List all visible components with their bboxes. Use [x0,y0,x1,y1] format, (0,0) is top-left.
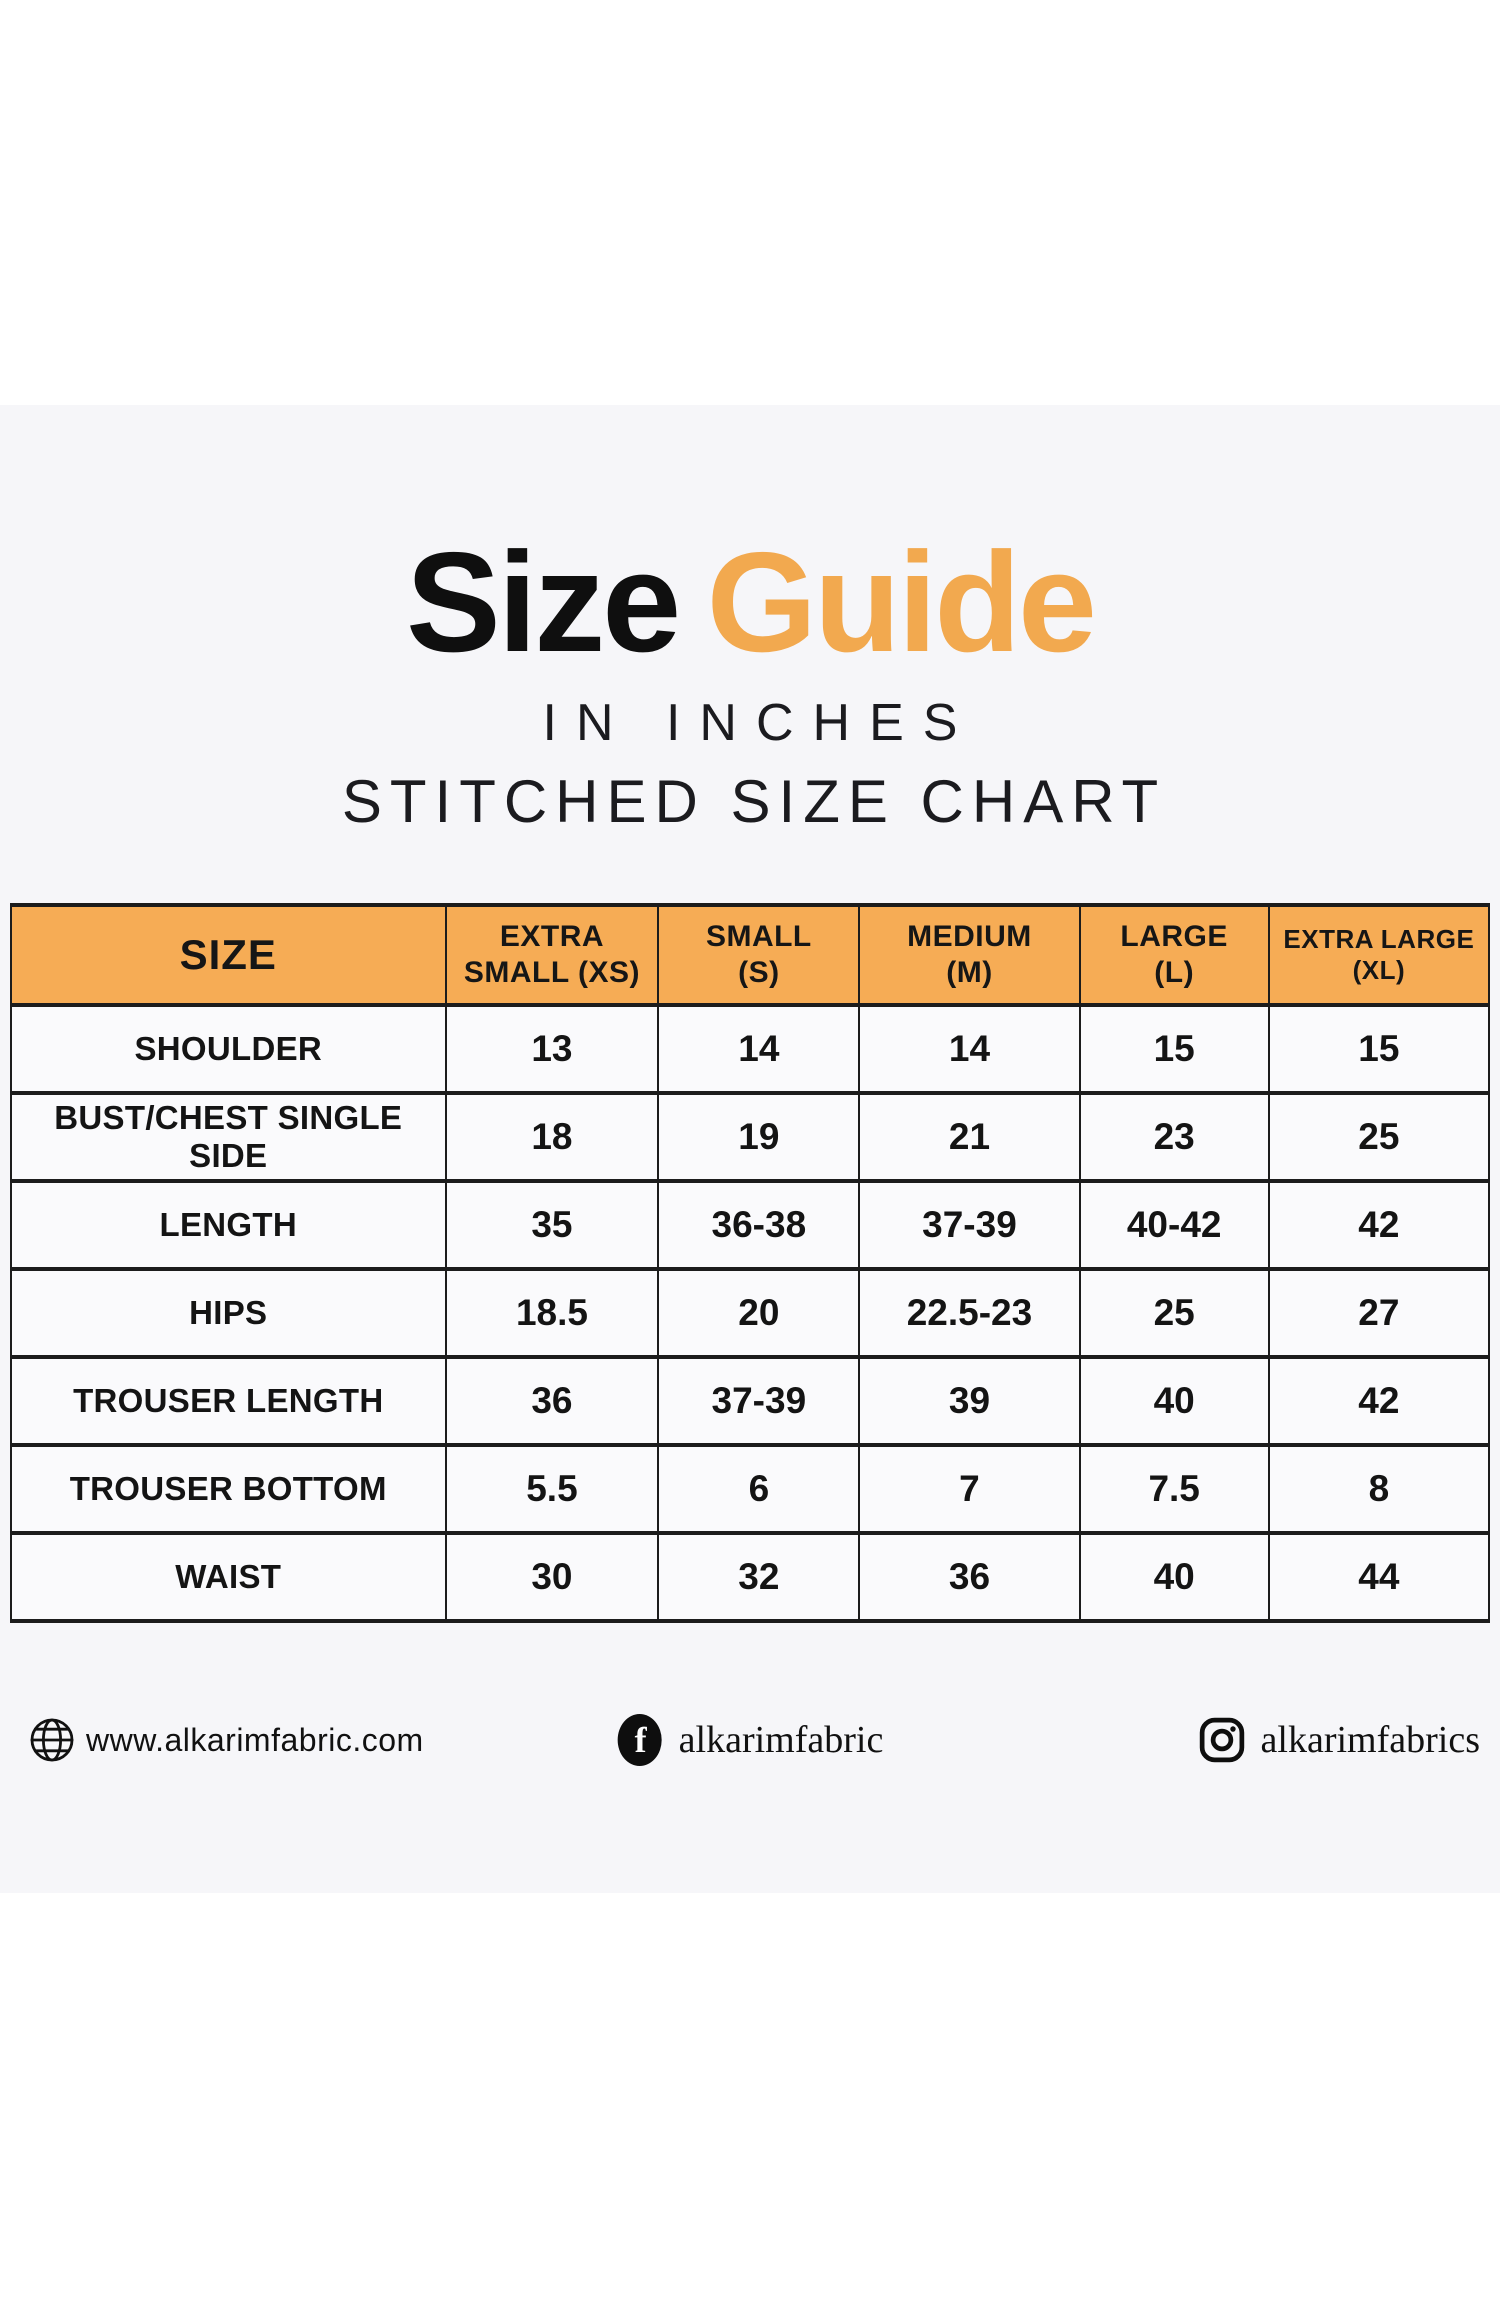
table-cell: 14 [657,1003,861,1095]
header-xs-line2: SMALL (XS) [463,956,640,989]
instagram-handle: alkarimfabrics [1260,1719,1480,1761]
row-label-trouser-length: TROUSER LENGTH [10,1355,447,1447]
table-cell: 42 [1267,1355,1491,1447]
header-size-label: SIZE [179,930,277,978]
table-cell: 21 [858,1091,1081,1183]
facebook-icon: f [617,1713,663,1767]
table-cell: 7.5 [1078,1443,1270,1535]
instagram-icon [1199,1717,1245,1763]
row-label-waist: WAIST [10,1531,447,1623]
table-row-waist: WAIST 30 32 36 40 44 [10,1531,1491,1623]
table-cell: 19 [657,1091,861,1183]
title-word-guide: Guide [706,523,1097,682]
table-cell: 40 [1078,1355,1270,1447]
table-cell: 13 [444,1003,660,1095]
table-cell: 35 [444,1179,660,1271]
header-size: SIZE [10,903,447,1007]
row-label-bust-chest: BUST/CHEST SINGLE SIDE [10,1091,447,1183]
header-m-line1: MEDIUM [907,920,1032,953]
table-cell: 44 [1267,1531,1491,1623]
table-cell: 15 [1267,1003,1491,1095]
header-row: SIZE EXTRA SMALL (XS) SMALL (S) MEDIUM (… [10,903,1491,1007]
facebook-handle: alkarimfabric [678,1719,884,1761]
table-cell: 18 [444,1091,660,1183]
svg-text:f: f [635,1720,648,1760]
table-cell: 18.5 [444,1267,660,1359]
table-cell: 8 [1267,1443,1491,1535]
table-cell: 42 [1267,1179,1491,1271]
page-title: Size Guide [0,528,1500,677]
table-cell: 20 [657,1267,861,1359]
header-xl-line1: EXTRA LARGE [1283,923,1475,954]
row-label-shoulder: SHOULDER [10,1003,447,1095]
table-row-hips: HIPS 18.5 20 22.5-23 25 27 [10,1267,1491,1359]
table-row-bust-chest: BUST/CHEST SINGLE SIDE 18 19 21 23 25 [10,1091,1491,1183]
table-cell: 36 [858,1531,1081,1623]
size-chart-table: SIZE EXTRA SMALL (XS) SMALL (S) MEDIUM (… [10,903,1491,1623]
subtitle-stitched-size-chart: STITCHED SIZE CHART [341,768,1167,836]
globe-icon [28,1716,76,1764]
row-label-trouser-bottom: TROUSER BOTTOM [10,1443,447,1535]
table-cell: 22.5-23 [858,1267,1081,1359]
table-cell: 25 [1078,1267,1270,1359]
table-cell: 14 [858,1003,1081,1095]
header-small: SMALL (S) [657,903,861,1007]
header-s-line1: SMALL [705,920,812,953]
table-cell: 15 [1078,1003,1270,1095]
header-s-line2: (S) [738,956,780,989]
table-cell: 5.5 [444,1443,660,1535]
table-cell: 39 [858,1355,1081,1447]
website-url: www.alkarimfabric.com [86,1721,424,1758]
table-cell: 36-38 [657,1179,861,1271]
table-cell: 25 [1267,1091,1491,1183]
table-cell: 27 [1267,1267,1491,1359]
table-cell: 7 [858,1443,1081,1535]
footer-facebook: f alkarimfabric [617,1700,884,1780]
table-cell: 40 [1078,1531,1270,1623]
table-row-shoulder: SHOULDER 13 14 14 15 15 [10,1003,1491,1095]
header-m-line2: (M) [946,956,993,989]
footer-website: www.alkarimfabric.com [28,1700,424,1780]
table-cell: 37-39 [858,1179,1081,1271]
title-word-size: Size [406,523,681,682]
table-cell: 6 [657,1443,861,1535]
table-cell: 32 [657,1531,861,1623]
header-xl-line2: (XL) [1352,955,1406,985]
subtitle-in-inches: IN INCHES [542,694,977,753]
table-row-trouser-length: TROUSER LENGTH 36 37-39 39 40 42 [10,1355,1491,1447]
header-medium: MEDIUM (M) [858,903,1081,1007]
header-xs-line1: EXTRA [499,920,605,953]
table-row-length: LENGTH 35 36-38 37-39 40-42 42 [10,1179,1491,1271]
table-cell: 37-39 [657,1355,861,1447]
row-label-length: LENGTH [10,1179,447,1271]
table-cell: 23 [1078,1091,1270,1183]
table-cell: 40-42 [1078,1179,1270,1271]
title-block: Size Guide IN INCHES STITCHED SIZE CHART [0,528,1500,836]
header-extra-large: EXTRA LARGE (XL) [1267,903,1491,1007]
header-l-line1: LARGE [1120,920,1228,953]
header-l-line2: (L) [1154,956,1195,989]
header-extra-small: EXTRA SMALL (XS) [444,903,660,1007]
table-cell: 30 [444,1531,660,1623]
table-row-trouser-bottom: TROUSER BOTTOM 5.5 6 7 7.5 8 [10,1443,1491,1535]
footer: www.alkarimfabric.com f alkarimfabric al… [0,1700,1500,1780]
header-large: LARGE (L) [1078,903,1270,1007]
table-cell: 36 [444,1355,660,1447]
footer-instagram: alkarimfabrics [1199,1700,1480,1780]
row-label-hips: HIPS [10,1267,447,1359]
